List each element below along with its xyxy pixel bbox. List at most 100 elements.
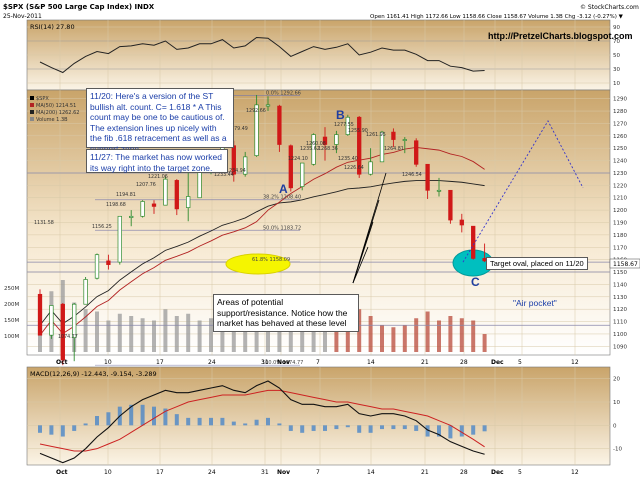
volume-bar <box>482 334 487 352</box>
price-x-tick: 10 <box>104 359 112 366</box>
candle-body <box>186 196 191 208</box>
candle-body <box>254 104 259 156</box>
candle-body <box>459 219 464 226</box>
candle-body <box>106 260 111 265</box>
price-label: 1235.40 <box>338 156 358 162</box>
macd-x-tick: Dec <box>491 469 504 476</box>
price-label: 1260.08 <box>306 141 326 147</box>
candle-body <box>368 161 373 175</box>
macd-y-tick: -10 <box>613 447 622 453</box>
chart-date: 25-Nov-2011 <box>3 13 42 20</box>
macd-histogram-bar <box>277 423 282 426</box>
macd-histogram-bar <box>49 425 54 435</box>
volume-bar <box>174 316 179 352</box>
callout-pointers <box>352 172 387 284</box>
price-x-tick: 14 <box>367 359 375 366</box>
volume-tick: 200M <box>4 302 19 308</box>
volume-bar <box>345 322 350 352</box>
price-y-tick: 1260 <box>613 134 627 140</box>
macd-histogram-bar <box>391 425 396 430</box>
price-label: 1198.68 <box>106 202 126 208</box>
legend-swatch <box>30 110 34 114</box>
macd-x-tick: 7 <box>316 469 320 476</box>
candle-body <box>140 201 145 217</box>
price-y-tick: 1240 <box>613 159 627 165</box>
fib-label: 100.0% 1074.77 <box>262 360 303 366</box>
macd-histogram-bar <box>220 417 225 426</box>
volume-bar <box>95 311 99 352</box>
rsi-y-tick: 70 <box>613 39 620 45</box>
macd-x-tick: 12 <box>571 469 579 476</box>
macd-histogram-bar <box>83 423 88 426</box>
volume-bar <box>152 320 156 352</box>
candle-body <box>414 140 419 165</box>
price-y-tick: 1150 <box>613 270 627 276</box>
price-y-tick: 1220 <box>613 183 627 189</box>
price-x-tick: Nov <box>277 359 290 366</box>
volume-bar <box>380 325 384 352</box>
price-y-tick: 1170 <box>613 245 627 251</box>
ma50-line <box>39 146 485 336</box>
price-label: 1277.55 <box>334 122 354 128</box>
macd-histogram-bar <box>334 425 339 430</box>
macd-x-tick: 17 <box>156 469 164 476</box>
blog-url: http://PretzelCharts.blogspot.com <box>488 31 633 41</box>
volume-bar <box>186 313 191 352</box>
price-label: 1221.06 <box>148 174 168 180</box>
wave-label-a: A <box>279 182 288 196</box>
volume-bar <box>368 316 373 352</box>
price-y-tick: 1090 <box>613 344 627 350</box>
legend-entry: Volume 1.3B <box>36 117 68 123</box>
macd-y-tick: 10 <box>613 400 620 406</box>
volume-bar <box>323 320 327 352</box>
projection-path <box>462 120 584 263</box>
price-label: 1156.25 <box>92 224 112 230</box>
candle-body <box>334 134 339 145</box>
price-y-tick: 1180 <box>613 233 627 239</box>
chart-symbol-title: $SPX (S&P 500 Large Cap Index) INDX <box>3 3 155 11</box>
fib-label: 50.0% 1183.72 <box>263 225 301 231</box>
volume-bar <box>163 309 168 352</box>
candle-body <box>49 305 54 336</box>
volume-bar <box>425 311 430 352</box>
price-y-tick: 1280 <box>613 109 627 115</box>
last-price-badge <box>609 258 640 269</box>
price-y-tick: 1250 <box>613 146 627 152</box>
candle-body <box>60 303 65 361</box>
macd-histogram-bar <box>311 425 316 431</box>
macd-histogram-bar <box>323 425 327 431</box>
candle-body <box>277 105 282 145</box>
volume-bar <box>129 316 134 352</box>
legend-entry: MA(200) 1262.62 <box>36 110 79 116</box>
macd-histogram-bar <box>357 425 362 433</box>
price-label: 1279.49 <box>228 126 248 132</box>
macd-histogram-bar <box>163 408 168 426</box>
price-label: 1226.64 <box>344 165 364 171</box>
macd-label: MACD(12,26,9) -12.443, -9.154, -3.289 <box>30 370 157 378</box>
macd-x-tick: Oct <box>56 469 68 476</box>
candle-body <box>288 145 293 189</box>
price-y-tick: 1200 <box>613 208 627 214</box>
volume-bar <box>243 320 248 352</box>
macd-histogram-bar <box>300 425 305 433</box>
price-label: 1207.76 <box>136 182 156 188</box>
macd-x-tick: 10 <box>104 469 112 476</box>
air-pocket-label: "Air pocket" <box>513 298 557 308</box>
macd-histogram-bar <box>368 425 373 433</box>
candle-body <box>402 139 407 141</box>
price-label: 1234.94 <box>226 168 246 174</box>
macd-histogram-bar <box>414 425 419 431</box>
macd-histogram-bar <box>197 417 202 426</box>
macd-x-tick: Nov <box>277 469 290 476</box>
price-x-tick: 7 <box>316 359 320 366</box>
chart-ohlc: Open 1161.41 High 1172.66 Low 1158.66 Cl… <box>370 14 624 20</box>
candle-body <box>300 162 305 187</box>
volume-bar <box>140 318 145 352</box>
macd-x-tick: 21 <box>421 469 429 476</box>
rsi-y-tick: 50 <box>613 53 620 59</box>
price-y-tick: 1140 <box>613 282 627 288</box>
price-y-tick: 1110 <box>613 320 627 326</box>
fib-label: 38.2% 1208.40 <box>263 195 301 201</box>
candle-body <box>357 116 362 175</box>
